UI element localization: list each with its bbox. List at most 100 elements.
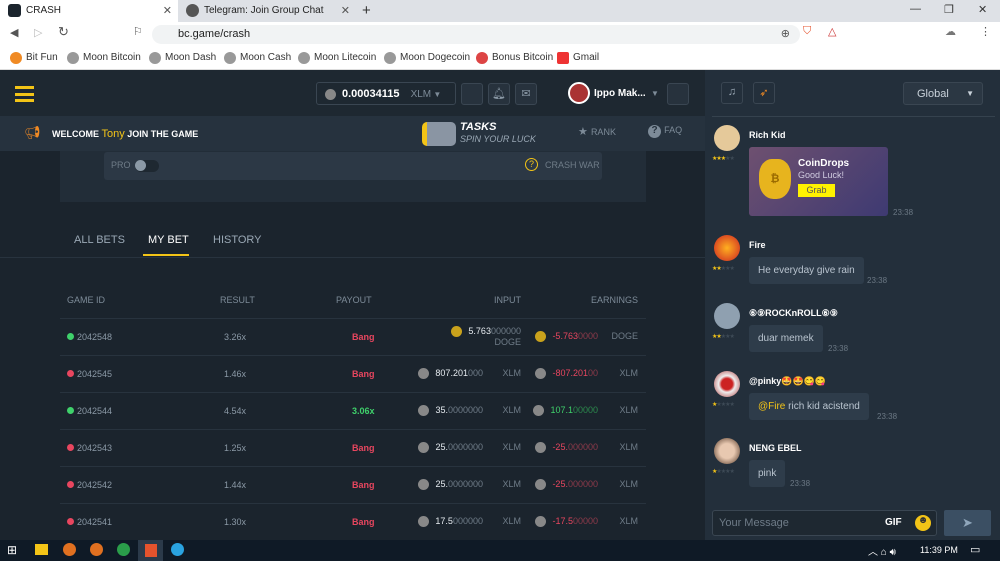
bookmark-icon[interactable]: ⚐	[133, 26, 143, 38]
brave-rewards-icon[interactable]: △	[828, 26, 837, 38]
status-dot	[67, 443, 74, 451]
mention-link[interactable]: @Fire	[758, 401, 786, 412]
music-icon[interactable]: ♫	[721, 82, 743, 104]
bell-icon[interactable]: 🔔︎	[488, 83, 510, 105]
reload-icon[interactable]: ↻	[58, 24, 69, 39]
tab-history[interactable]: HISTORY	[213, 234, 262, 246]
tab-crash[interactable]: CRASH ✕	[0, 0, 178, 22]
chat-username: ⑥⑨ROCKnROLL⑥⑨	[749, 308, 838, 318]
tasks-title[interactable]: TASKS	[460, 121, 497, 133]
clock[interactable]: 11:39 PM	[920, 545, 958, 555]
result-cell: 1.25x	[190, 428, 310, 466]
chrome-icon[interactable]	[117, 543, 130, 556]
toggle-chat-button[interactable]	[667, 83, 689, 105]
coindrop-subtitle: Good Luck!	[798, 170, 845, 180]
game-id-cell[interactable]: 2042548	[60, 317, 190, 355]
game-id-cell[interactable]: 2042542	[60, 465, 190, 503]
table-row[interactable]: 2042545 1.46x Bang 807.201000 XLM -807.20…	[60, 354, 646, 392]
xlm-coin-icon	[535, 479, 547, 491]
system-tray-icons[interactable]: ︿ ⌂ 🔊︎	[868, 547, 896, 558]
close-icon[interactable]: ✕	[340, 5, 350, 17]
mail-icon[interactable]: ✉	[515, 83, 537, 105]
bookmark-item[interactable]: Bit Fun	[10, 52, 58, 64]
back-icon[interactable]: ◀	[10, 27, 19, 39]
new-tab-button[interactable]: +	[362, 2, 371, 19]
star-icon: ★	[578, 126, 588, 138]
table-row[interactable]: 2042544 4.54x 3.06x 35.0000000 XLM 107.10…	[60, 391, 646, 429]
xlm-coin-icon	[418, 442, 430, 454]
payout-cell: 3.06x	[310, 391, 416, 429]
minimize-button[interactable]: —	[910, 3, 921, 15]
bookmark-item[interactable]: Moon Litecoin	[298, 52, 376, 64]
menu-icon[interactable]: ⋮	[980, 26, 991, 38]
message-time: 23:38	[867, 276, 888, 285]
active-tab-indicator	[143, 254, 189, 256]
rank-link[interactable]: ★ RANK	[578, 126, 616, 138]
chat-username: Rich Kid	[749, 130, 786, 140]
doge-coin-icon	[535, 331, 547, 343]
app-icon[interactable]	[90, 543, 103, 556]
balance-selector[interactable]: 0.00034115 XLM ▼	[316, 82, 456, 105]
level-stars: ★★★★★	[712, 156, 735, 162]
wallet-button[interactable]	[461, 83, 483, 105]
bookmark-item[interactable]: Gmail	[557, 52, 599, 64]
level-stars: ★★★★★	[712, 266, 735, 272]
coindrop-card[interactable]: ₿ CoinDrops Good Luck! Grab	[749, 147, 888, 216]
telegram-icon[interactable]	[171, 543, 184, 556]
gif-button[interactable]: GIF	[885, 517, 902, 528]
balance-amount: 0.00034115	[342, 88, 400, 100]
table-row[interactable]: 2042543 1.25x Bang 25.0000000 XLM -25.000…	[60, 428, 646, 466]
rocket-icon[interactable]: ➶	[753, 82, 775, 104]
pro-toggle[interactable]	[135, 160, 159, 172]
bookmark-item[interactable]: Moon Cash	[224, 52, 291, 64]
faq-link[interactable]: ? FAQ	[648, 124, 682, 138]
notification-icon[interactable]: ▭	[970, 544, 981, 556]
table-header-row: GAME ID RESULT PAYOUT INPUT EARNINGS	[60, 282, 646, 318]
app-icon[interactable]	[63, 543, 76, 556]
message-bubble: @Fire rich kid acistend	[749, 393, 869, 420]
windows-start-icon[interactable]: ⊞	[7, 543, 18, 557]
brave-shield-icon[interactable]: ⛉	[803, 25, 812, 37]
game-id-cell[interactable]: 2042541	[60, 502, 190, 540]
xlm-coin-icon	[533, 405, 545, 417]
tab-all-bets[interactable]: ALL BETS	[74, 234, 125, 246]
bookmark-item[interactable]: Moon Dash	[149, 52, 216, 64]
message-time: 23:38	[828, 344, 849, 353]
brave-taskbar-button[interactable]	[138, 540, 163, 561]
game-id-cell[interactable]: 2042545	[60, 354, 190, 392]
message-time: 23:38	[877, 412, 898, 421]
crash-war-link[interactable]: CRASH WAR	[545, 160, 600, 170]
bookmark-item[interactable]: Bonus Bitcoin	[476, 52, 553, 64]
col-input: INPUT	[494, 294, 521, 305]
windows-taskbar: ⊞ ︿ ⌂ 🔊︎ 11:39 PM ▭	[0, 540, 1000, 561]
table-row[interactable]: 2042548 3.26x Bang 5.763000000DOGE -5.76…	[60, 317, 646, 355]
game-id-cell[interactable]: 2042544	[60, 391, 190, 429]
close-window-button[interactable]: ✕	[978, 4, 988, 16]
level-stars: ★★★★★	[712, 334, 735, 340]
send-button[interactable]: ➤	[944, 510, 991, 536]
bookmark-item[interactable]: Moon Dogecoin	[384, 52, 470, 64]
game-id-cell[interactable]: 2042543	[60, 428, 190, 466]
hamburger-menu-icon[interactable]	[15, 86, 34, 102]
tab-my-bet[interactable]: MY BET	[148, 234, 189, 246]
url-field[interactable]: bc.game/crash ⊕	[152, 25, 800, 44]
level-stars: ★★★★★	[712, 469, 735, 475]
close-icon[interactable]: ✕	[162, 5, 172, 17]
input-cell: 35.0000000 XLM	[416, 391, 521, 429]
table-row[interactable]: 2042541 1.30x Bang 17.5000000 XLM -17.500…	[60, 502, 646, 540]
message-input[interactable]: Your Message GIF ☻	[712, 510, 937, 536]
emoji-icon[interactable]: ☻	[915, 515, 931, 531]
help-icon[interactable]: ?	[525, 158, 538, 171]
tab-telegram[interactable]: Telegram: Join Group Chat ✕	[178, 0, 356, 22]
maximize-button[interactable]: ❐	[944, 4, 954, 16]
channel-select[interactable]: Global ▼	[903, 82, 983, 105]
grab-button[interactable]: Grab	[798, 184, 835, 197]
pro-label: PRO	[111, 160, 131, 170]
tasks-chest-icon[interactable]	[422, 122, 456, 146]
table-row[interactable]: 2042542 1.44x Bang 25.0000000 XLM -25.000…	[60, 465, 646, 503]
add-icon[interactable]: ⊕	[780, 28, 790, 40]
bookmark-item[interactable]: Moon Bitcoin	[67, 52, 141, 64]
profile-icon[interactable]: ☁	[945, 26, 956, 38]
forward-icon[interactable]: ▷	[34, 27, 43, 39]
file-explorer-icon[interactable]	[35, 544, 48, 555]
